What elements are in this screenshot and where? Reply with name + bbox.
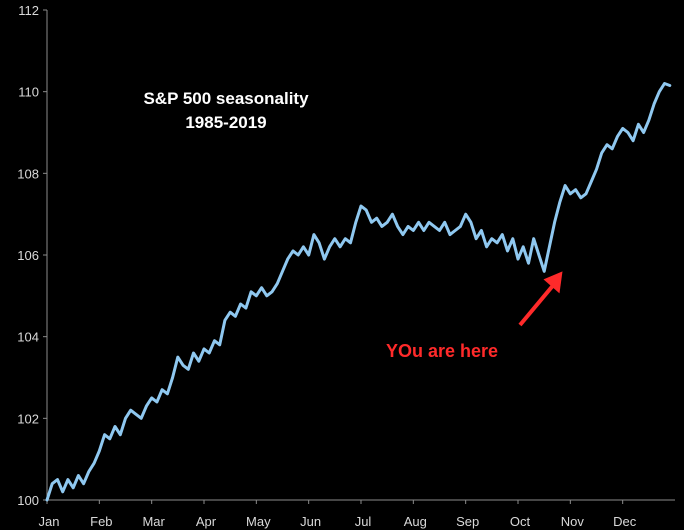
chart-subtitle: 1985-2019: [185, 113, 266, 132]
x-tick-label: Mar: [142, 514, 165, 529]
y-tick-label: 102: [17, 411, 39, 426]
x-tick-label: Jun: [300, 514, 321, 529]
chart-title: S&P 500 seasonality: [143, 89, 309, 108]
x-tick-label: Sep: [456, 514, 479, 529]
y-tick-label: 100: [17, 493, 39, 508]
annotation-label: YOu are here: [386, 341, 498, 361]
x-tick-label: Feb: [90, 514, 112, 529]
annotation-arrow-head: [543, 271, 563, 294]
x-tick-label: Nov: [561, 514, 585, 529]
series-layer: [45, 82, 672, 502]
x-tick-label: May: [246, 514, 271, 529]
annotation-arrow-shaft: [518, 280, 559, 327]
y-tick-label: 104: [17, 330, 39, 345]
x-tick-label: Apr: [196, 514, 217, 529]
y-tick-label: 108: [17, 166, 39, 181]
tick-group: 100 102 104 106 108 110 112 Jan Feb Mar Apr May Jun J…: [17, 3, 636, 529]
y-tick-label: 112: [18, 3, 39, 18]
y-tick-label: 106: [17, 248, 39, 263]
y-tick-label: 110: [18, 85, 39, 100]
x-tick-label: Jul: [355, 514, 372, 529]
x-tick-label: Dec: [613, 514, 637, 529]
x-tick-label: Aug: [404, 514, 427, 529]
annotation: YOu are here: [386, 271, 563, 361]
x-tick-label: Jan: [39, 514, 60, 529]
x-tick-label: Oct: [510, 514, 531, 529]
series-line: [45, 82, 672, 502]
